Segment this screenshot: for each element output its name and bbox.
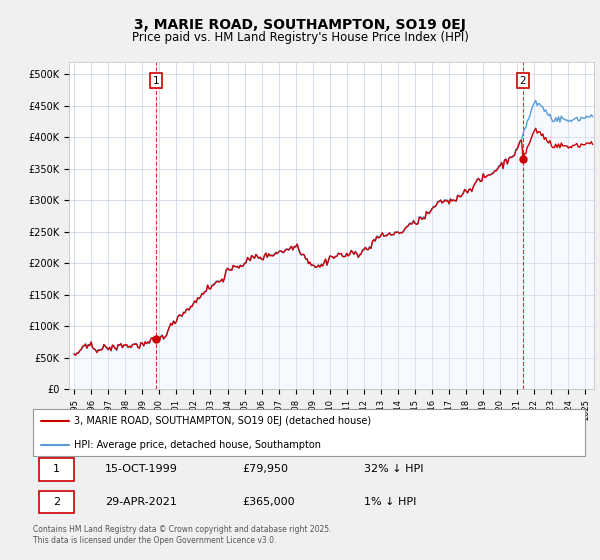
Text: £365,000: £365,000 — [243, 497, 295, 507]
FancyBboxPatch shape — [33, 409, 585, 456]
Text: 3, MARIE ROAD, SOUTHAMPTON, SO19 0EJ: 3, MARIE ROAD, SOUTHAMPTON, SO19 0EJ — [134, 18, 466, 32]
Text: 3, MARIE ROAD, SOUTHAMPTON, SO19 0EJ (detached house): 3, MARIE ROAD, SOUTHAMPTON, SO19 0EJ (de… — [74, 416, 371, 426]
Text: 2: 2 — [53, 497, 60, 507]
Text: 32% ↓ HPI: 32% ↓ HPI — [364, 464, 424, 474]
Text: HPI: Average price, detached house, Southampton: HPI: Average price, detached house, Sout… — [74, 440, 322, 450]
Text: Contains HM Land Registry data © Crown copyright and database right 2025.
This d: Contains HM Land Registry data © Crown c… — [33, 525, 331, 545]
Text: 1% ↓ HPI: 1% ↓ HPI — [364, 497, 416, 507]
Text: 1: 1 — [53, 464, 60, 474]
FancyBboxPatch shape — [38, 458, 74, 480]
Text: 2: 2 — [520, 76, 526, 86]
Text: 29-APR-2021: 29-APR-2021 — [105, 497, 176, 507]
Text: £79,950: £79,950 — [243, 464, 289, 474]
Text: 15-OCT-1999: 15-OCT-1999 — [105, 464, 178, 474]
Text: 1: 1 — [152, 76, 159, 86]
FancyBboxPatch shape — [38, 491, 74, 514]
Text: Price paid vs. HM Land Registry's House Price Index (HPI): Price paid vs. HM Land Registry's House … — [131, 31, 469, 44]
